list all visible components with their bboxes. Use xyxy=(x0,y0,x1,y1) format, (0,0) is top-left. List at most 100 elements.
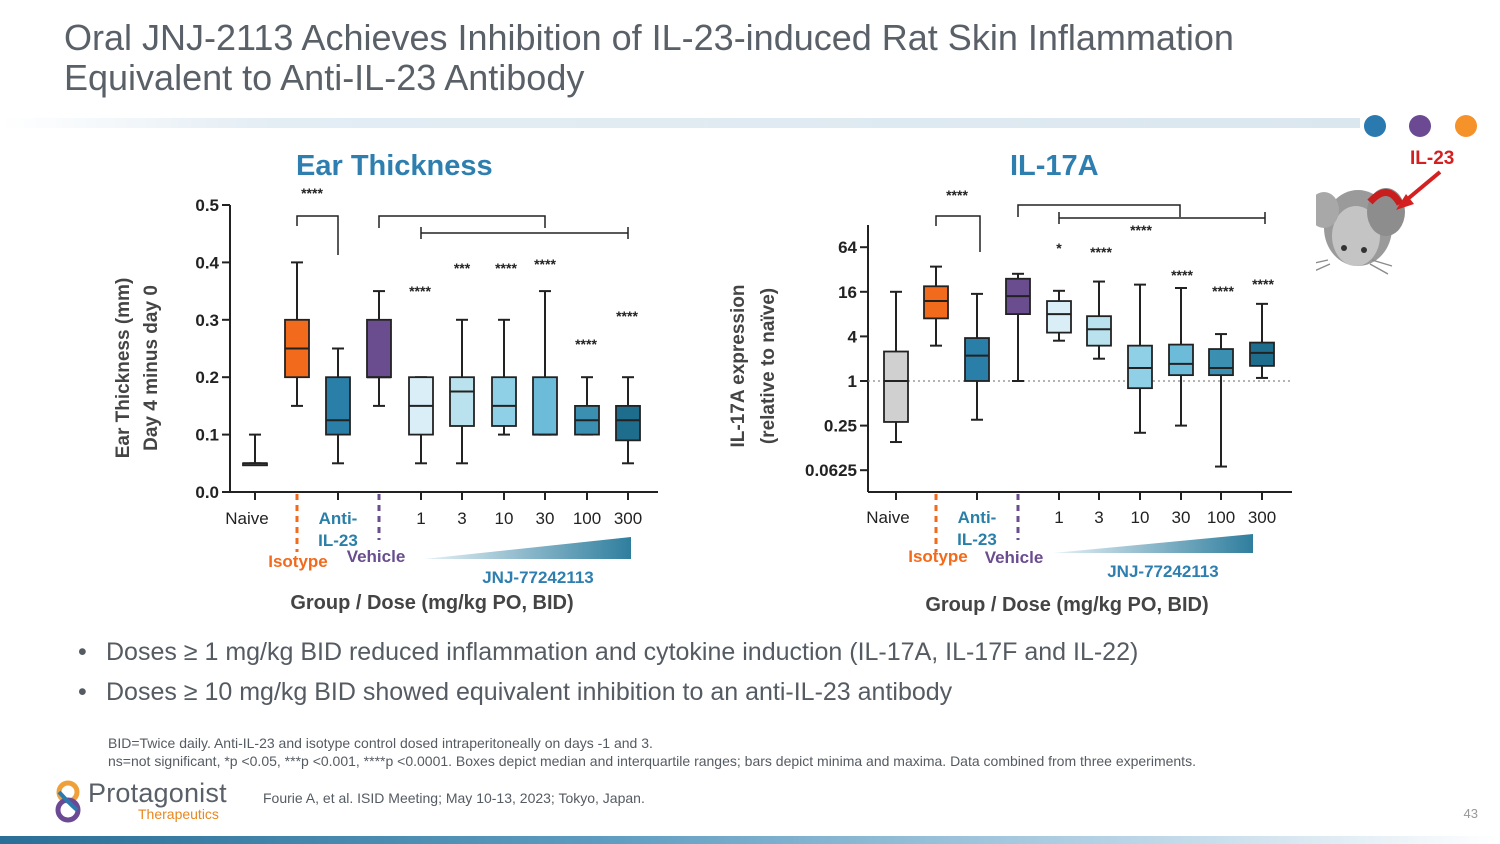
x-tick-label: 30 xyxy=(1172,508,1191,527)
purple-dot-icon xyxy=(1409,115,1431,137)
box-naive xyxy=(883,350,909,423)
mouse-illustration: IL-23 xyxy=(1316,148,1454,275)
arrowhead-icon xyxy=(1396,194,1414,210)
box-300 xyxy=(615,404,641,442)
significance-stars: **** xyxy=(1212,283,1234,299)
y-tick-label: 0.0 xyxy=(195,483,219,502)
significance-stars: **** xyxy=(1090,244,1112,260)
box-3 xyxy=(1086,315,1112,347)
y-axis-label: Ear Thickness (mm) xyxy=(113,278,134,459)
y-tick-label: 0.3 xyxy=(195,311,219,330)
box-anti-il-23 xyxy=(964,337,990,382)
significance-stars: **** xyxy=(534,256,556,272)
x-tick-label: 3 xyxy=(457,509,466,528)
citation: Fourie A, et al. ISID Meeting; May 10-13… xyxy=(263,790,645,806)
blue-dot-icon xyxy=(1364,115,1386,137)
x-tick-label: 100 xyxy=(573,509,601,528)
y-tick-label: 16 xyxy=(838,283,857,302)
box-isotype xyxy=(923,285,949,320)
chart-title-ear-thickness: Ear Thickness xyxy=(296,150,493,182)
x-tick-label-anti-line2: IL-23 xyxy=(957,530,997,549)
box-100 xyxy=(1208,348,1234,377)
y-tick-label: 0.0625 xyxy=(805,461,857,480)
significance-stars: **** xyxy=(616,308,638,324)
significance-stars: **** xyxy=(575,336,597,352)
x-tick-label: 1 xyxy=(1054,508,1063,527)
box-30 xyxy=(1168,343,1194,377)
box-anti-il-23 xyxy=(325,376,351,436)
x-tick-label: 10 xyxy=(495,509,514,528)
x-tick-label: 30 xyxy=(536,509,555,528)
x-tick-label: Naive xyxy=(225,509,268,528)
significance-stars: **** xyxy=(1171,267,1193,283)
x-axis-label: Group / Dose (mg/kg PO, BID) xyxy=(925,594,1208,616)
x-tick-label: 10 xyxy=(1131,508,1150,527)
dose-wedge xyxy=(424,537,631,559)
x-tick-label: Anti- xyxy=(958,508,997,527)
box-30 xyxy=(532,376,558,436)
x-tick-label: Naive xyxy=(866,508,909,527)
significance-bracket xyxy=(420,227,629,239)
y-tick-label: 0.1 xyxy=(195,426,219,445)
dose-wedge xyxy=(1053,534,1253,553)
vehicle-label: Vehicle xyxy=(347,547,406,566)
significance-bracket xyxy=(935,215,981,252)
bullet-marker: • xyxy=(78,638,87,666)
y-tick-label: 0.4 xyxy=(195,253,219,272)
x-tick-label: 3 xyxy=(1094,508,1103,527)
significance-bracket xyxy=(1058,212,1266,224)
logo-mark-icon xyxy=(55,780,81,823)
x-tick-label: 300 xyxy=(1248,508,1276,527)
significance-stars: * xyxy=(1056,240,1062,256)
bullet-item: • Doses ≥ 1 mg/kg BID reduced inflammatio… xyxy=(78,632,1138,672)
footnote: BID=Twice daily. Anti-IL-23 and isotype … xyxy=(108,734,1196,770)
isotype-label: Isotype xyxy=(908,547,968,566)
compound-label: JNJ-77242113 xyxy=(1107,562,1219,581)
significance-stars: **** xyxy=(1252,276,1274,292)
significance-stars: **** xyxy=(1130,222,1152,238)
significance-stars: **** xyxy=(301,185,323,201)
bottom-bar xyxy=(0,836,1500,844)
y-axis-label: Day 4 minus day 0 xyxy=(141,285,162,451)
box-1 xyxy=(1046,300,1072,334)
y-tick-label: 64 xyxy=(838,238,857,257)
bullet-item: • Doses ≥ 10 mg/kg BID showed equivalent … xyxy=(78,672,1138,712)
box-vehicle xyxy=(366,318,392,379)
significance-bracket xyxy=(296,215,339,255)
box-10 xyxy=(491,376,517,427)
y-tick-label: 1 xyxy=(848,372,857,391)
x-tick-label: 1 xyxy=(416,509,425,528)
slide-title-line2: Equivalent to Anti-IL-23 Antibody xyxy=(64,57,585,98)
y-tick-label: 0.25 xyxy=(824,417,857,436)
x-tick-label: 300 xyxy=(614,509,642,528)
protagonist-logo: Protagonist Therapeutics xyxy=(52,778,252,826)
bullet-text: Doses ≥ 1 mg/kg BID reduced inflammation… xyxy=(106,638,1139,666)
header-divider xyxy=(0,118,1360,128)
significance-stars: **** xyxy=(946,187,968,203)
x-tick-label-anti-line2: IL-23 xyxy=(318,531,358,550)
orange-dot-icon xyxy=(1455,115,1477,137)
x-axis-label: Group / Dose (mg/kg PO, BID) xyxy=(290,592,573,614)
logo-name: Protagonist xyxy=(88,778,227,808)
box-10 xyxy=(1127,344,1153,390)
y-axis-label: IL-17A expression xyxy=(728,285,749,448)
logo-sub: Therapeutics xyxy=(138,806,219,822)
footnote-line1: BID=Twice daily. Anti-IL-23 and isotype … xyxy=(108,735,653,751)
significance-bracket xyxy=(378,215,546,228)
significance-stars: **** xyxy=(409,283,431,299)
box-3 xyxy=(449,376,475,427)
bullet-marker: • xyxy=(78,678,87,706)
page-number: 43 xyxy=(1463,806,1478,821)
x-tick-label: 100 xyxy=(1207,508,1235,527)
y-tick-label: 0.2 xyxy=(195,368,219,387)
mouse-label: IL-23 xyxy=(1410,148,1454,169)
y-axis-label: (relative to naïve) xyxy=(758,288,779,444)
box-300 xyxy=(1249,341,1275,367)
mouse-icon xyxy=(1316,188,1405,275)
bullet-text: Doses ≥ 10 mg/kg BID showed equivalent i… xyxy=(106,678,953,706)
footnote-line2: ns=not significant, *p <0.05, ***p <0.00… xyxy=(108,753,1196,769)
arrow-icon xyxy=(1402,170,1442,204)
significance-stars: **** xyxy=(495,260,517,276)
slide-title-line1: Oral JNJ-2113 Achieves Inhibition of IL-… xyxy=(64,17,1234,58)
